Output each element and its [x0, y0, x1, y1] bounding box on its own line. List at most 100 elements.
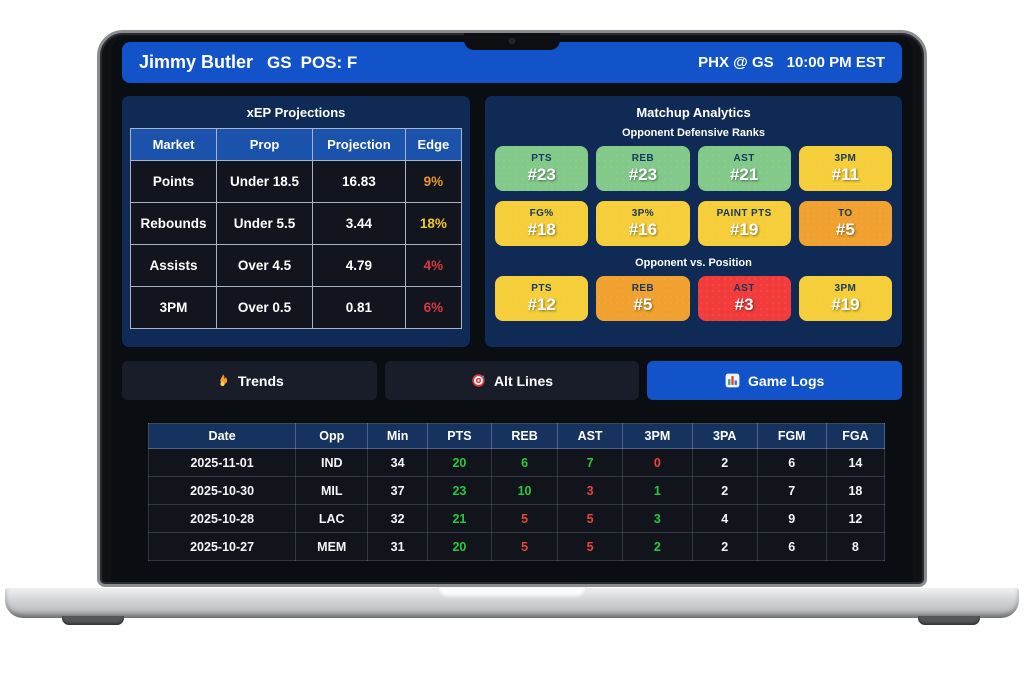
defensive-ranks-row-2: FG% #18 3P% #16 PAINT PTS #19 TO [485, 201, 902, 246]
card-stat-label: 3P% [631, 207, 655, 219]
game-log-cell: IND [295, 448, 369, 477]
card-stat-label: AST [733, 282, 755, 294]
laptop-screen: Jimmy Butler GS POS: F PHX @ GS 10:00 PM… [111, 37, 913, 582]
card-stat-label: 3PM [834, 282, 857, 294]
game-log-cell: 20 [426, 532, 492, 561]
projection-row: Assists Over 4.5 4.79 4% [129, 244, 463, 287]
card-rank-value: #5 [633, 294, 653, 314]
column-header-market: Market [129, 128, 218, 161]
webcam-icon [509, 38, 515, 44]
game-log-cell: 20 [426, 448, 492, 477]
game-log-cell: 21 [426, 504, 492, 533]
column-header-fgm: FGM [756, 423, 827, 449]
game-log-row: 2025-10-30 MIL 37 23 10 3 1 2 7 18 [147, 476, 886, 505]
game-log-row: 2025-10-28 LAC 32 21 5 5 3 4 9 12 [147, 504, 886, 533]
edge-cell: 4% [404, 244, 463, 287]
market-cell: Assists [129, 244, 218, 287]
rank-card-3p-pct: 3P% #16 [596, 201, 690, 246]
prop-cell: Under 18.5 [216, 160, 314, 203]
projections-header-row: Market Prop Projection Edge [129, 128, 463, 161]
projections-table: Market Prop Projection Edge Points Under… [129, 128, 463, 329]
column-header-pts: PTS [426, 423, 492, 449]
game-log-cell: 1 [621, 476, 693, 505]
game-log-cell: 0 [621, 448, 693, 477]
card-stat-label: PTS [531, 282, 552, 294]
flame-icon [215, 373, 230, 388]
card-stat-label: PTS [531, 152, 552, 164]
matchup-analytics-panel: Matchup Analytics Opponent Defensive Ran… [485, 96, 902, 347]
game-log-cell: 2025-10-30 [147, 476, 297, 505]
rank-card-fg-pct: FG% #18 [495, 201, 589, 246]
rank-card-vs-3pm: 3PM #19 [798, 276, 892, 321]
edge-cell: 9% [404, 160, 463, 203]
game-log-cell: 2 [621, 532, 693, 561]
game-log-cell: 8 [825, 532, 886, 561]
card-rank-value: #19 [729, 219, 759, 239]
vs-position-label: Opponent vs. Position [635, 257, 752, 269]
game-log-cell: 9 [756, 504, 827, 533]
game-log-row: 2025-11-01 IND 34 20 6 7 0 2 6 14 [147, 448, 886, 477]
rank-card-pts: PTS #23 [495, 146, 589, 191]
card-stat-label: PAINT PTS [716, 207, 772, 219]
game-log-cell: 32 [367, 504, 428, 533]
projections-panel: xEP Projections Market Prop Projection E… [122, 96, 470, 347]
rank-card-vs-pts: PTS #12 [495, 276, 589, 321]
rank-card-vs-ast: AST #3 [697, 276, 791, 321]
player-name: Jimmy Butler [139, 52, 254, 72]
game-matchup: PHX @ GS [698, 54, 774, 71]
card-stat-label: AST [733, 152, 755, 164]
card-rank-value: #12 [527, 294, 556, 314]
card-rank-value: #18 [527, 219, 556, 239]
game-log-cell: 10 [490, 476, 559, 505]
game-log-cell: 2 [691, 476, 758, 505]
tab-trends[interactable]: Trends [122, 361, 377, 400]
game-log-cell: 2 [691, 448, 758, 477]
panels-row: xEP Projections Market Prop Projection E… [122, 96, 902, 347]
game-log-cell: 2025-10-28 [147, 504, 297, 533]
card-rank-value: #5 [835, 219, 855, 239]
tab-label: Trends [237, 372, 284, 389]
game-log-cell: 5 [490, 504, 559, 533]
market-cell: 3PM [129, 286, 218, 329]
tab-label: Game Logs [748, 372, 825, 389]
camera-notch [464, 33, 560, 50]
game-log-cell: 14 [825, 448, 886, 477]
game-log-cell: 6 [756, 448, 827, 477]
game-logs-header-row: Date Opp Min PTS REB AST 3PM 3PA FGM FGA [147, 423, 886, 449]
defensive-ranks-label: Opponent Defensive Ranks [621, 127, 766, 139]
column-header-min: Min [367, 423, 428, 449]
rank-card-paint-pts: PAINT PTS #19 [697, 201, 791, 246]
game-log-cell: 7 [557, 448, 623, 477]
game-log-cell: 34 [367, 448, 428, 477]
column-header-projection: Projection [312, 128, 406, 161]
card-rank-value: #11 [831, 164, 860, 184]
card-rank-value: #23 [628, 164, 658, 184]
game-log-cell: 3 [557, 476, 623, 505]
edge-cell: 18% [404, 202, 463, 245]
tab-alt-lines[interactable]: Alt Lines [384, 361, 640, 400]
rank-card-reb: REB #23 [596, 146, 690, 191]
laptop-lid: Jimmy Butler GS POS: F PHX @ GS 10:00 PM… [97, 30, 927, 587]
game-log-cell: 5 [557, 532, 623, 561]
projection-cell: 0.81 [312, 286, 406, 329]
game-logs-table: Date Opp Min PTS REB AST 3PM 3PA FGM FGA [147, 423, 886, 561]
card-rank-value: #16 [628, 219, 658, 239]
card-rank-value: #23 [527, 164, 556, 184]
game-log-cell: 31 [367, 532, 428, 561]
game-log-cell: 2 [691, 532, 758, 561]
card-rank-value: #3 [734, 294, 754, 314]
rank-card-to: TO #5 [798, 201, 892, 246]
column-header-date: Date [147, 423, 297, 449]
game-time: 10:00 PM EST [786, 54, 885, 71]
tab-label: Alt Lines [493, 372, 554, 389]
game-log-cell: 12 [825, 504, 886, 533]
game-log-cell: 2025-11-01 [147, 448, 297, 477]
column-header-3pm: 3PM [621, 423, 693, 449]
rank-card-3pm: 3PM #11 [798, 146, 892, 191]
projection-cell: 4.79 [312, 244, 406, 287]
prop-cell: Under 5.5 [216, 202, 314, 245]
tab-game-logs[interactable]: Game Logs [647, 361, 903, 400]
game-log-cell: LAC [295, 504, 369, 533]
projections-title: xEP Projections [246, 105, 346, 120]
